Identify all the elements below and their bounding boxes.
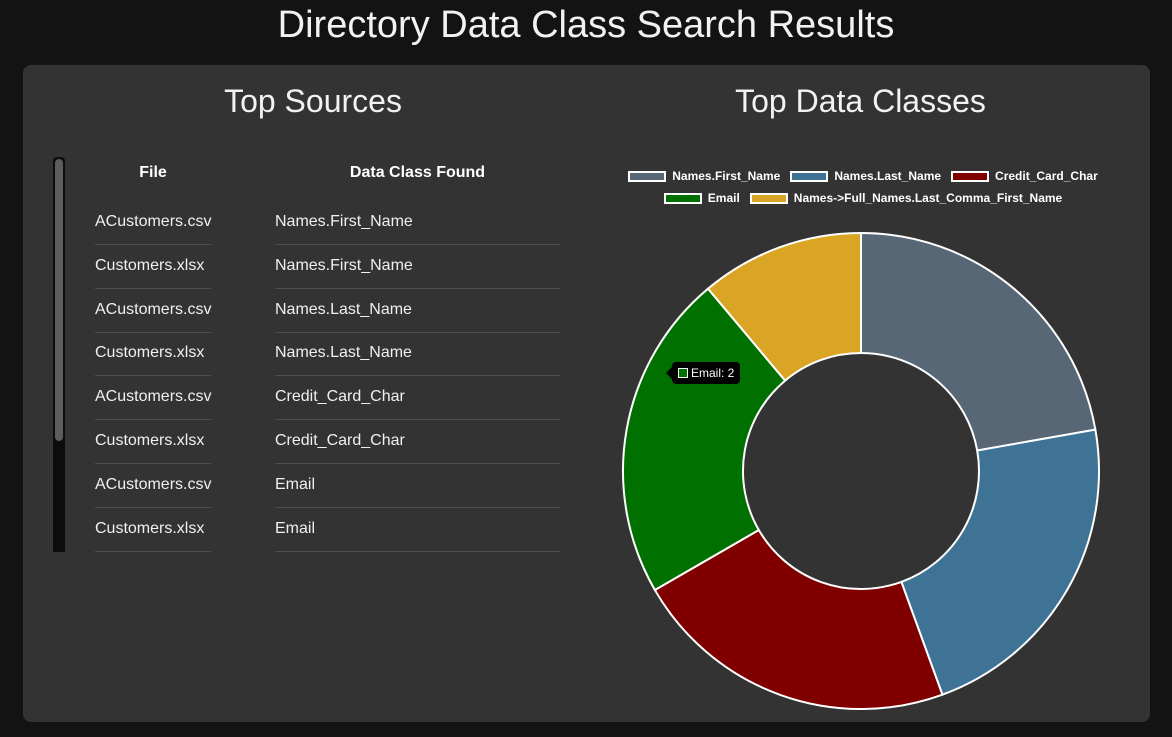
file-cell: Customers.xlsx (95, 508, 211, 552)
table-row[interactable]: ACustomers.csv Credit_Card_Char (95, 376, 565, 421)
data-class-cell: Credit_Card_Char (275, 376, 560, 421)
chart-slice-email[interactable] (622, 287, 787, 592)
chart-slice-credit-card-char[interactable] (653, 528, 944, 710)
data-class-cell: Names.Last_Name (275, 289, 560, 333)
top-data-classes-heading: Top Data Classes (735, 83, 986, 119)
legend-label: Names->Full_Names.Last_Comma_First_Name (793, 191, 1063, 205)
table-row[interactable]: Customers.xlsx Names.First_Name (95, 245, 565, 289)
table-row[interactable]: ACustomers.csv Names.Last_Name (95, 289, 565, 333)
table-row[interactable]: Customers.xlsx Email (95, 508, 565, 552)
legend-swatch (749, 192, 788, 204)
file-cell: ACustomers.csv (95, 376, 211, 421)
file-cell: ACustomers.csv (95, 464, 211, 508)
file-cell: Customers.xlsx (95, 420, 211, 464)
legend-swatch (790, 170, 829, 182)
legend-swatch (628, 170, 667, 182)
column-header-file[interactable]: File (139, 164, 167, 181)
table-row[interactable]: Customers.xlsx Credit_Card_Char (95, 420, 565, 464)
data-class-cell: Email (275, 508, 560, 552)
data-class-cell: Names.Last_Name (275, 332, 560, 377)
page-title: Directory Data Class Search Results (277, 4, 895, 46)
legend-item[interactable]: Names.Last_Name (790, 169, 941, 183)
data-class-cell: Names.First_Name (275, 245, 560, 289)
file-cell: Customers.xlsx (95, 332, 211, 377)
legend-item[interactable]: Credit_Card_Char (951, 169, 1098, 183)
legend-label: Email (707, 191, 740, 205)
data-class-cell: Names.First_Name (275, 201, 560, 245)
chart-legend: Names.First_Name Names.Last_Name Credit_Ca… (623, 165, 1103, 209)
file-cell: ACustomers.csv (95, 201, 211, 245)
tooltip-color-swatch (678, 368, 688, 378)
table-row[interactable]: ACustomers.csv Email (95, 464, 565, 508)
table-scrollbar[interactable] (53, 157, 65, 552)
scrollbar-thumb[interactable] (55, 159, 63, 441)
legend-item[interactable]: Names.First_Name (628, 169, 780, 183)
top-sources-heading: Top Sources (224, 83, 402, 119)
data-class-cell: Credit_Card_Char (275, 420, 560, 464)
file-cell: Customers.xlsx (95, 245, 211, 289)
legend-swatch (951, 170, 990, 182)
file-cell: ACustomers.csv (95, 289, 211, 333)
tooltip-text: Email: 2 (691, 366, 735, 380)
legend-label: Names.Last_Name (834, 169, 942, 183)
legend-swatch (663, 192, 702, 204)
chart-slice-names-full-names-last-comma-first-name[interactable] (706, 231, 862, 383)
legend-item[interactable]: Names->Full_Names.Last_Comma_First_Name (749, 191, 1063, 205)
legend-label: Names.First_Name (672, 169, 781, 183)
table-row[interactable]: ACustomers.csv Names.First_Name (95, 201, 565, 245)
chart-slice-names-last-name[interactable] (900, 428, 1100, 696)
legend-item[interactable]: Email (663, 191, 740, 205)
data-class-doughnut-chart (622, 231, 1100, 710)
chart-tooltip: Email: 2 (665, 362, 741, 384)
data-class-cell: Email (275, 464, 560, 508)
legend-label: Credit_Card_Char (995, 169, 1098, 183)
table-row[interactable]: Customers.xlsx Names.Last_Name (95, 332, 565, 377)
table-body: ACustomers.csv Names.First_Name Customers.… (95, 201, 565, 552)
chart-slice-names-first-name[interactable] (860, 231, 1097, 452)
column-header-data-class[interactable]: Data Class Found (349, 164, 486, 181)
